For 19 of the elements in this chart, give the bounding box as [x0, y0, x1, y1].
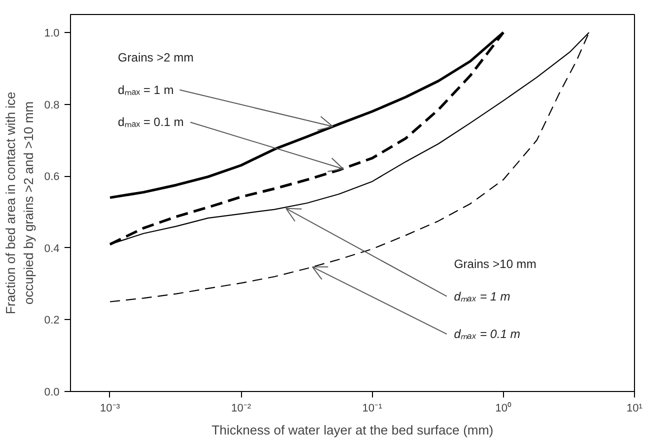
y-tick-label: 0.8 [44, 99, 60, 112]
annotation: Grains >2 mm [118, 50, 194, 65]
y-tick-label: 0.0 [44, 386, 60, 398]
x-tick-label: 10⁰ [495, 402, 512, 414]
annotation: dₘₐₓ = 0.1 m [454, 327, 520, 342]
annotation: dₘₐₓ = 0.1 m [118, 115, 184, 130]
x-axis-title: Thickness of water layer at the bed surface (mm) [212, 422, 494, 438]
x-tick-label: 10⁻³ [100, 402, 120, 414]
y-tick-label: 1.0 [44, 27, 60, 40]
y-tick-label: 0.6 [44, 171, 60, 184]
y-tick-label: 0.2 [44, 314, 60, 327]
x-tick-label: 10¹ [626, 402, 643, 414]
x-tick-label: 10⁻¹ [362, 402, 383, 414]
y-tick-label: 0.4 [44, 242, 60, 255]
annotation: Grains >10 mm [454, 257, 536, 272]
annotation: dₘₐₓ = 1 m [118, 82, 174, 97]
annotation: dₘₐₓ = 1 m [454, 289, 510, 304]
x-tick-label: 10⁻² [231, 402, 252, 414]
y-axis-title: Fraction of bed area in contact with ice occupied by grains >2 and >10 mm [3, 92, 36, 314]
